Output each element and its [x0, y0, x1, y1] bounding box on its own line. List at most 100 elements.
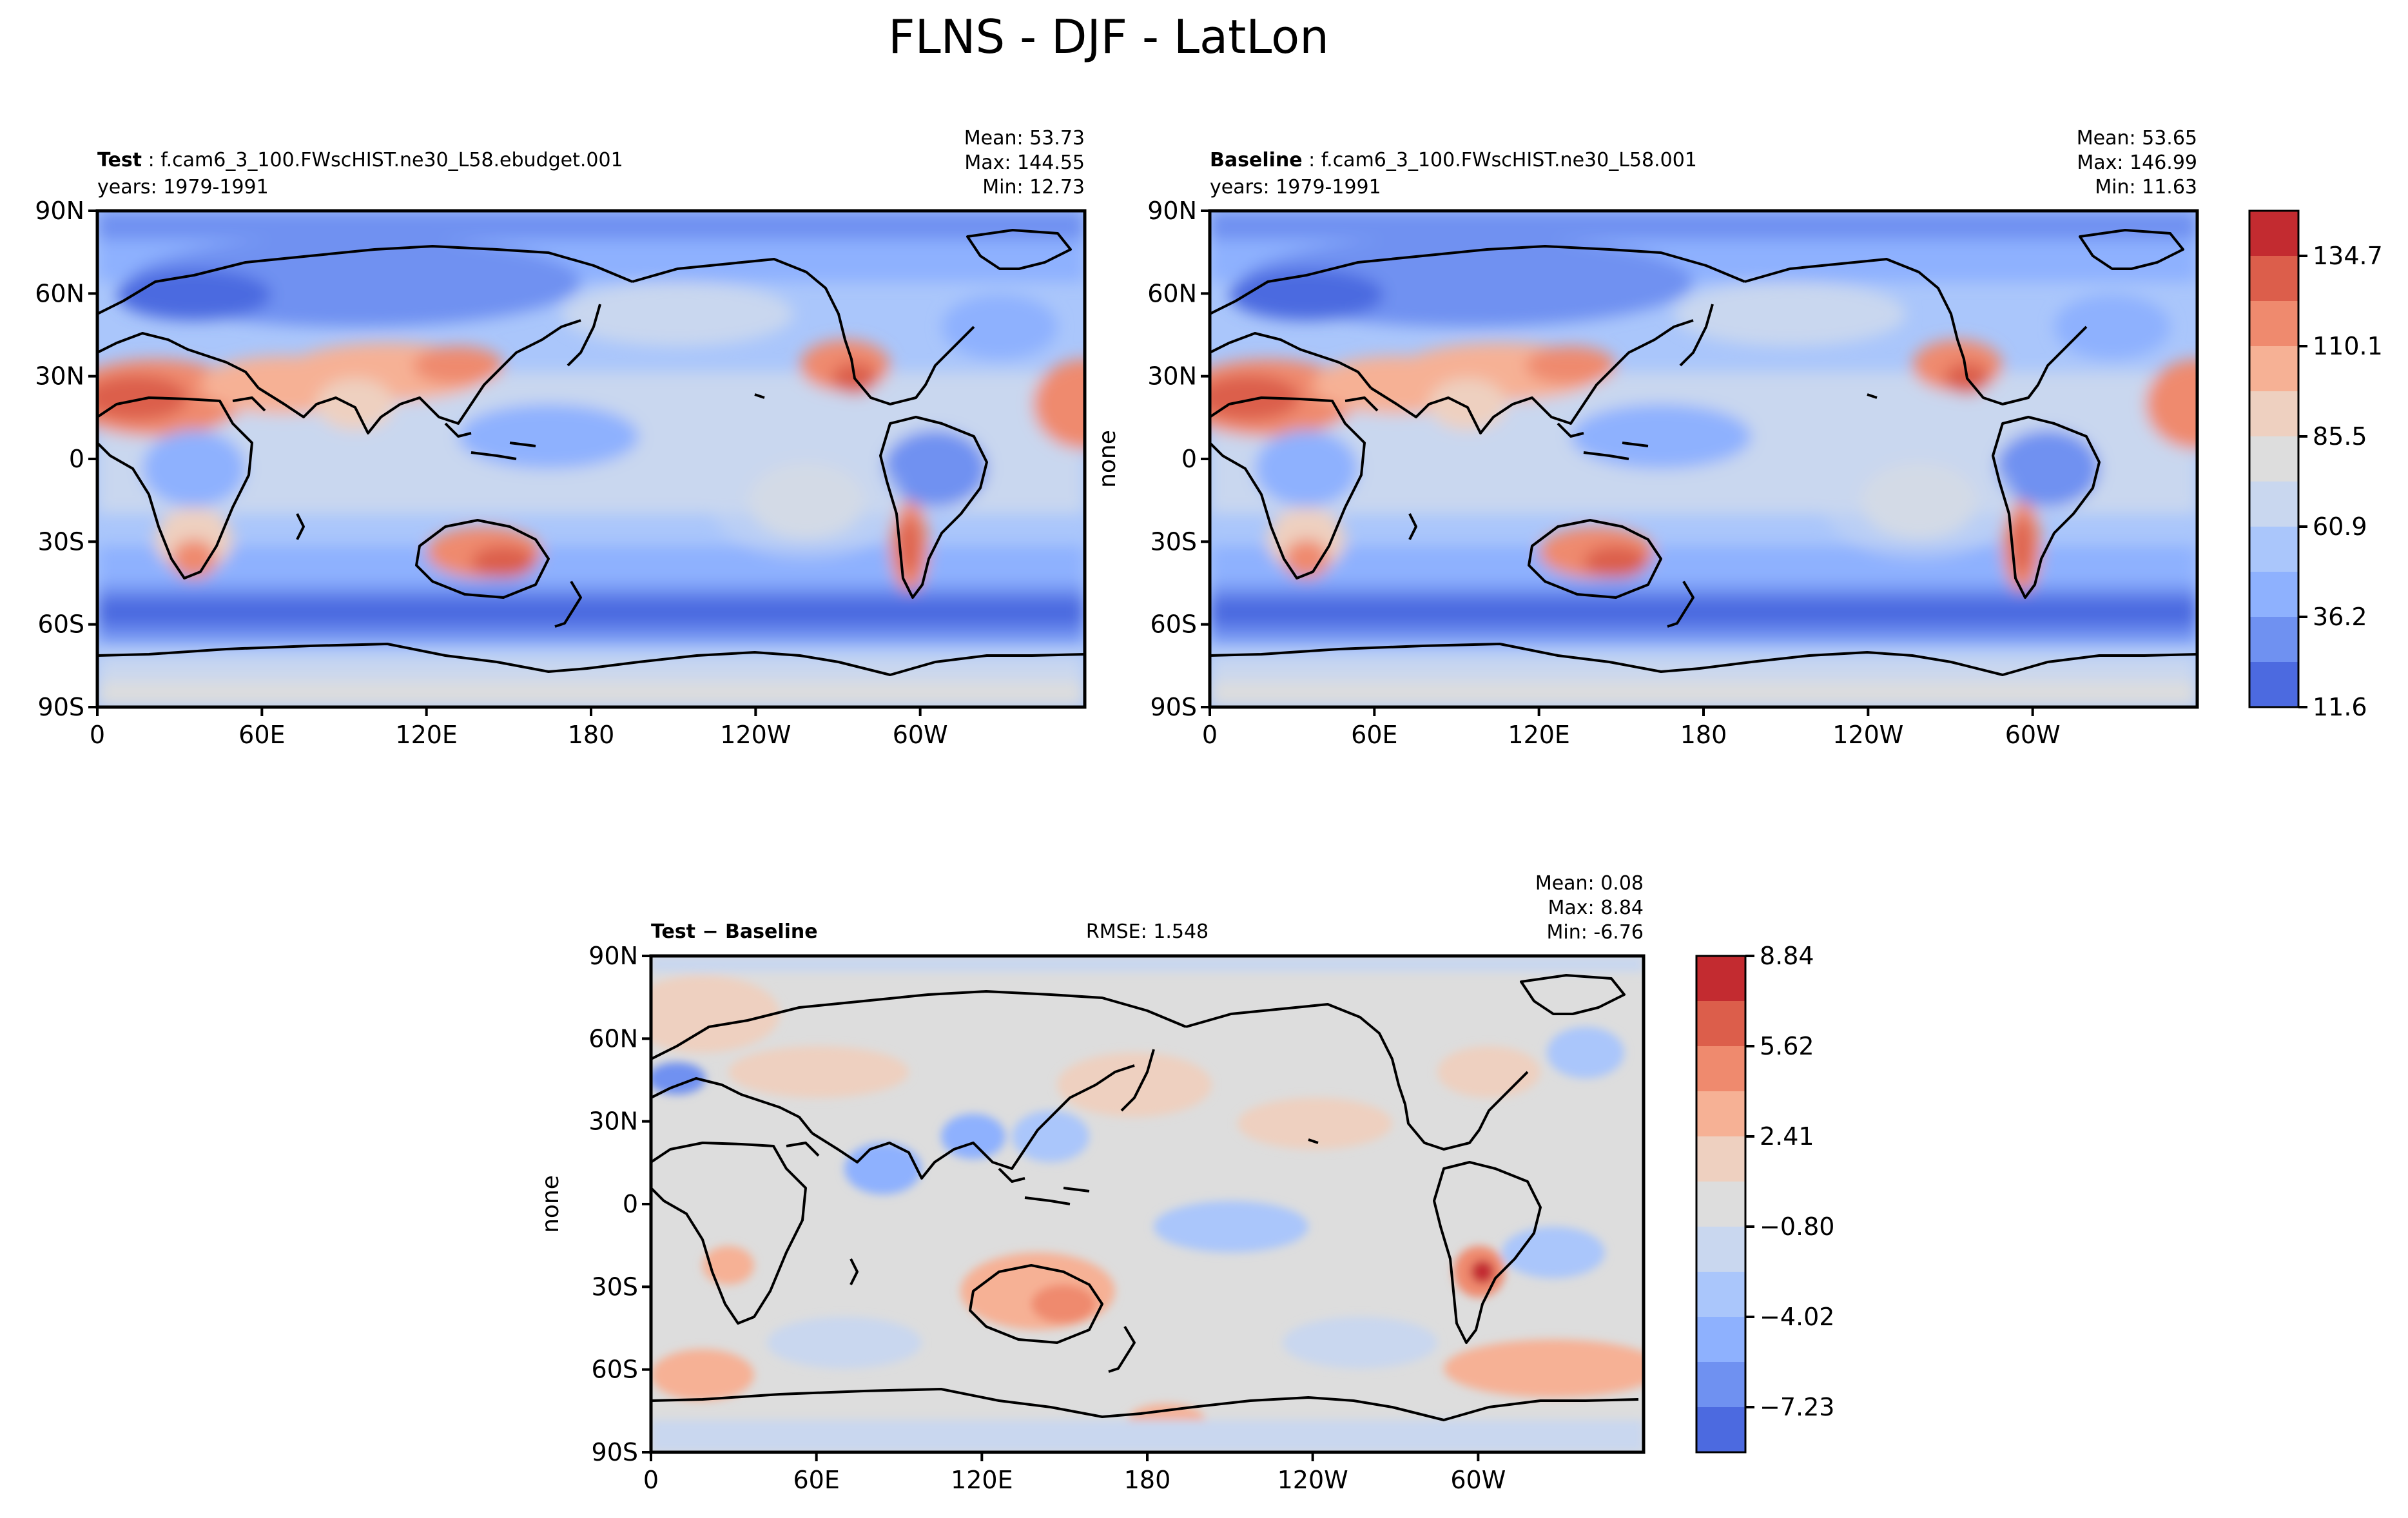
x-tick-label: 120E: [395, 721, 458, 749]
y-tick-label: 90N: [1147, 197, 1197, 225]
colorbar-frame: [1695, 955, 1747, 1454]
y-tick-label: 90S: [1151, 693, 1197, 721]
panel-baseline-xticks: 0 60E 120E 180 120W 60W: [1202, 707, 2061, 749]
panel-diff-map: [651, 956, 1663, 1452]
colorbar-segment: [2249, 662, 2298, 708]
colorbar-diff: 8.84 5.62 2.41 −0.80 −4.02 −7.23: [1695, 942, 1834, 1454]
panel-test-yticks: 90N 60N 30N 0 30S 60S 90S: [35, 197, 97, 721]
colorbar-main: 134.7 110.1 85.5 60.9 36.2 11.6: [2248, 209, 2383, 721]
colorbar-tick-label: −7.23: [1760, 1393, 1834, 1421]
colorbar-segment: [1696, 956, 1745, 1002]
panel-baseline-label-bold: Baseline: [1210, 149, 1303, 171]
y-tick-label: 60S: [1151, 610, 1197, 639]
y-tick-label: 30S: [1151, 527, 1197, 556]
y-tick-label: 90S: [592, 1438, 638, 1466]
colorbar-segment: [2249, 436, 2298, 482]
panel-test-label: Test : f.cam6_3_100.FWscHIST.ne30_L58.eb…: [97, 149, 623, 171]
colorbar-segment: [2249, 527, 2298, 572]
y-tick-label: 90N: [35, 197, 84, 225]
panel-diff-max: Max: 8.84: [1548, 897, 1644, 919]
x-tick-label: 60W: [2005, 721, 2061, 749]
panel-baseline: Baseline : f.cam6_3_100.FWscHIST.ne30_L5…: [1094, 127, 2199, 749]
x-tick-label: 120E: [1508, 721, 1570, 749]
x-tick-label: 120W: [1277, 1466, 1348, 1494]
panel-baseline-map: [1210, 211, 2197, 707]
panel-baseline-label: Baseline : f.cam6_3_100.FWscHIST.ne30_L5…: [1210, 149, 1697, 171]
x-tick-label: 60W: [893, 721, 948, 749]
colorbar-segment: [1696, 1407, 1745, 1453]
y-tick-label: 30N: [35, 362, 84, 391]
colorbar-tick-label: 60.9: [2313, 512, 2367, 541]
y-tick-label: 30N: [588, 1107, 638, 1136]
panel-test-xticks: 0 60E 120E 180 120W 60W: [90, 707, 948, 749]
y-tick-label: 0: [69, 445, 84, 473]
colorbar-segment: [1696, 1362, 1745, 1408]
panel-baseline-mean: Mean: 53.65: [2077, 127, 2197, 150]
colorbar-segment: [1696, 1317, 1745, 1363]
colorbar-segment: [2249, 301, 2298, 347]
colorbar-segment: [1696, 1182, 1745, 1227]
panel-baseline-ylabel: none: [1094, 430, 1121, 488]
x-tick-label: 0: [1202, 721, 1218, 749]
x-tick-label: 120W: [1832, 721, 1903, 749]
y-tick-label: 90N: [588, 942, 638, 970]
panel-test-max: Max: 144.55: [964, 151, 1085, 174]
y-tick-label: 60N: [588, 1024, 638, 1053]
x-tick-label: 60W: [1450, 1466, 1506, 1494]
x-tick-label: 180: [568, 721, 615, 749]
panel-test: Test : f.cam6_3_100.FWscHIST.ne30_L58.eb…: [35, 127, 1087, 749]
colorbar-tick-label: 11.6: [2313, 693, 2367, 721]
x-tick-label: 180: [1124, 1466, 1171, 1494]
colorbar-segment: [2249, 346, 2298, 392]
colorbar-segment: [2249, 617, 2298, 663]
panel-baseline-years: years: 1979-1991: [1210, 176, 1381, 199]
colorbar-tick-label: 85.5: [2313, 422, 2367, 451]
colorbar-tick-label: −0.80: [1760, 1212, 1834, 1241]
colorbar-tick-label: −4.02: [1760, 1303, 1834, 1331]
colorbar-segment: [1696, 1136, 1745, 1182]
y-tick-label: 60S: [38, 610, 84, 639]
panel-diff-ylabel: none: [538, 1175, 564, 1233]
panel-baseline-max: Max: 146.99: [2077, 151, 2197, 174]
colorbar-segment: [2249, 572, 2298, 618]
panel-diff: Test − Baseline RMSE: 1.548 Mean: 0.08 M…: [538, 872, 1663, 1494]
y-tick-label: 60N: [35, 279, 84, 307]
x-tick-label: 120E: [951, 1466, 1013, 1494]
colorbar-segment: [1696, 1046, 1745, 1092]
panel-diff-mean: Mean: 0.08: [1535, 872, 1644, 895]
y-tick-label: 60N: [1147, 279, 1197, 307]
colorbar-frame: [2248, 209, 2300, 708]
panel-test-mean: Mean: 53.73: [964, 127, 1085, 150]
colorbar-tick-label: 2.41: [1760, 1122, 1814, 1151]
panel-test-label-bold: Test: [97, 149, 142, 171]
panel-test-years: years: 1979-1991: [97, 176, 269, 199]
colorbar-segment: [1696, 1227, 1745, 1272]
x-tick-label: 60E: [793, 1466, 839, 1494]
colorbar-tick-label: 134.7: [2313, 242, 2383, 270]
panel-diff-label: Test − Baseline: [651, 920, 818, 943]
panel-baseline-label-rest: : f.cam6_3_100.FWscHIST.ne30_L58.001: [1303, 149, 1697, 171]
colorbar-tick-label: 5.62: [1760, 1032, 1814, 1060]
x-tick-label: 60E: [238, 721, 285, 749]
x-tick-label: 120W: [720, 721, 791, 749]
colorbar-segment: [1696, 1091, 1745, 1137]
x-tick-label: 0: [90, 721, 105, 749]
y-tick-label: 0: [1181, 445, 1197, 473]
y-tick-label: 30S: [592, 1272, 638, 1301]
y-tick-label: 90S: [38, 693, 84, 721]
x-tick-label: 60E: [1351, 721, 1397, 749]
colorbar-segment: [2249, 482, 2298, 527]
panel-diff-min: Min: -6.76: [1547, 921, 1644, 944]
panel-test-min: Min: 12.73: [982, 176, 1085, 199]
colorbar-tick-label: 8.84: [1760, 942, 1814, 970]
colorbar-segment: [1696, 1001, 1745, 1047]
panel-baseline-min: Min: 11.63: [2095, 176, 2197, 199]
figure-title: FLNS - DJF - LatLon: [888, 10, 1329, 64]
colorbar-tick-label: 36.2: [2313, 603, 2367, 631]
colorbar-segment: [2249, 256, 2298, 302]
colorbar-segment: [2249, 391, 2298, 437]
panel-test-map: [97, 211, 1085, 707]
y-tick-label: 30S: [38, 527, 84, 556]
x-tick-label: 180: [1680, 721, 1727, 749]
